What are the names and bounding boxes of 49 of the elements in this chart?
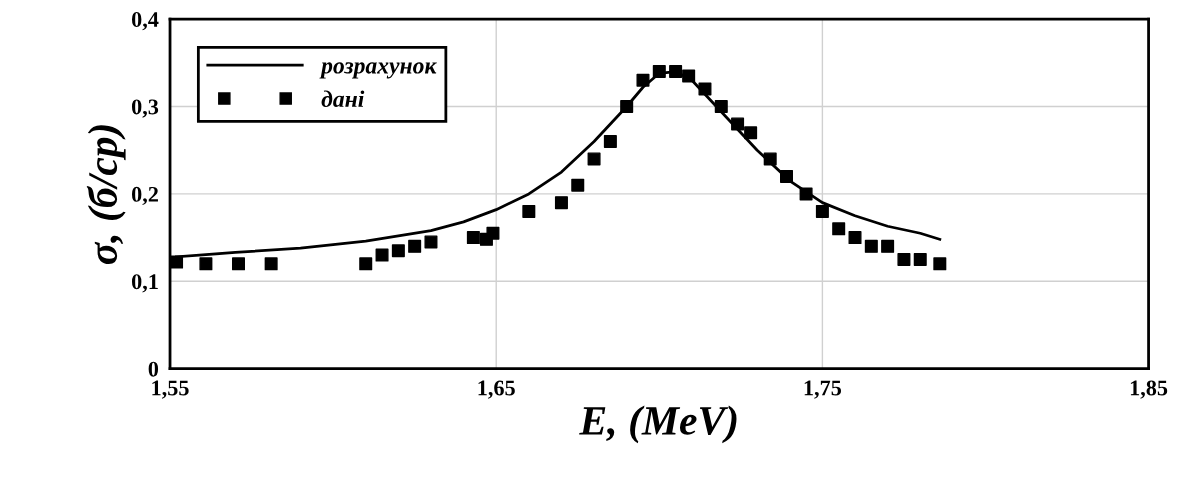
point	[815, 204, 829, 218]
point	[669, 65, 683, 79]
y-axis-title: σ, (б/ср)	[86, 125, 126, 265]
point	[199, 257, 213, 271]
y-tick-label: 0,3	[131, 99, 159, 118]
x-axis-title: E, (MeV)	[579, 405, 737, 444]
point	[864, 239, 878, 253]
point	[799, 187, 813, 201]
y-tick-label: 0,1	[131, 274, 158, 293]
point	[698, 82, 712, 96]
point	[913, 252, 927, 266]
point	[744, 126, 758, 140]
point	[170, 255, 184, 269]
point	[682, 69, 696, 83]
point	[232, 257, 246, 271]
point	[264, 257, 278, 271]
point	[731, 117, 745, 131]
point	[603, 134, 617, 148]
point	[780, 169, 794, 183]
x-tick-label: 1,85	[1130, 380, 1168, 399]
point	[652, 65, 666, 79]
point	[636, 73, 650, 87]
point	[832, 222, 846, 236]
point	[620, 99, 634, 113]
point	[522, 204, 536, 218]
legend-label: розрахунок	[319, 62, 437, 79]
x-tick-label: 1,55	[152, 380, 189, 399]
point	[933, 257, 947, 271]
point	[359, 257, 373, 271]
point	[897, 252, 911, 266]
point	[587, 152, 601, 166]
point	[486, 226, 500, 240]
point	[375, 248, 389, 262]
point	[391, 244, 405, 258]
point	[554, 196, 568, 210]
y-tick-label: 0,4	[131, 12, 159, 31]
point	[571, 178, 585, 192]
y-tick-label: 0	[148, 361, 159, 377]
x-tick-label: 1,65	[478, 380, 515, 399]
point	[848, 231, 862, 245]
x-tick-label: 1,75	[804, 380, 842, 399]
point	[763, 152, 777, 166]
point	[424, 235, 438, 249]
point	[408, 239, 422, 253]
point	[881, 239, 895, 253]
y-tick-label: 0,2	[131, 186, 158, 206]
point	[466, 231, 480, 245]
legend-label: дані	[321, 90, 365, 108]
point	[714, 99, 728, 113]
